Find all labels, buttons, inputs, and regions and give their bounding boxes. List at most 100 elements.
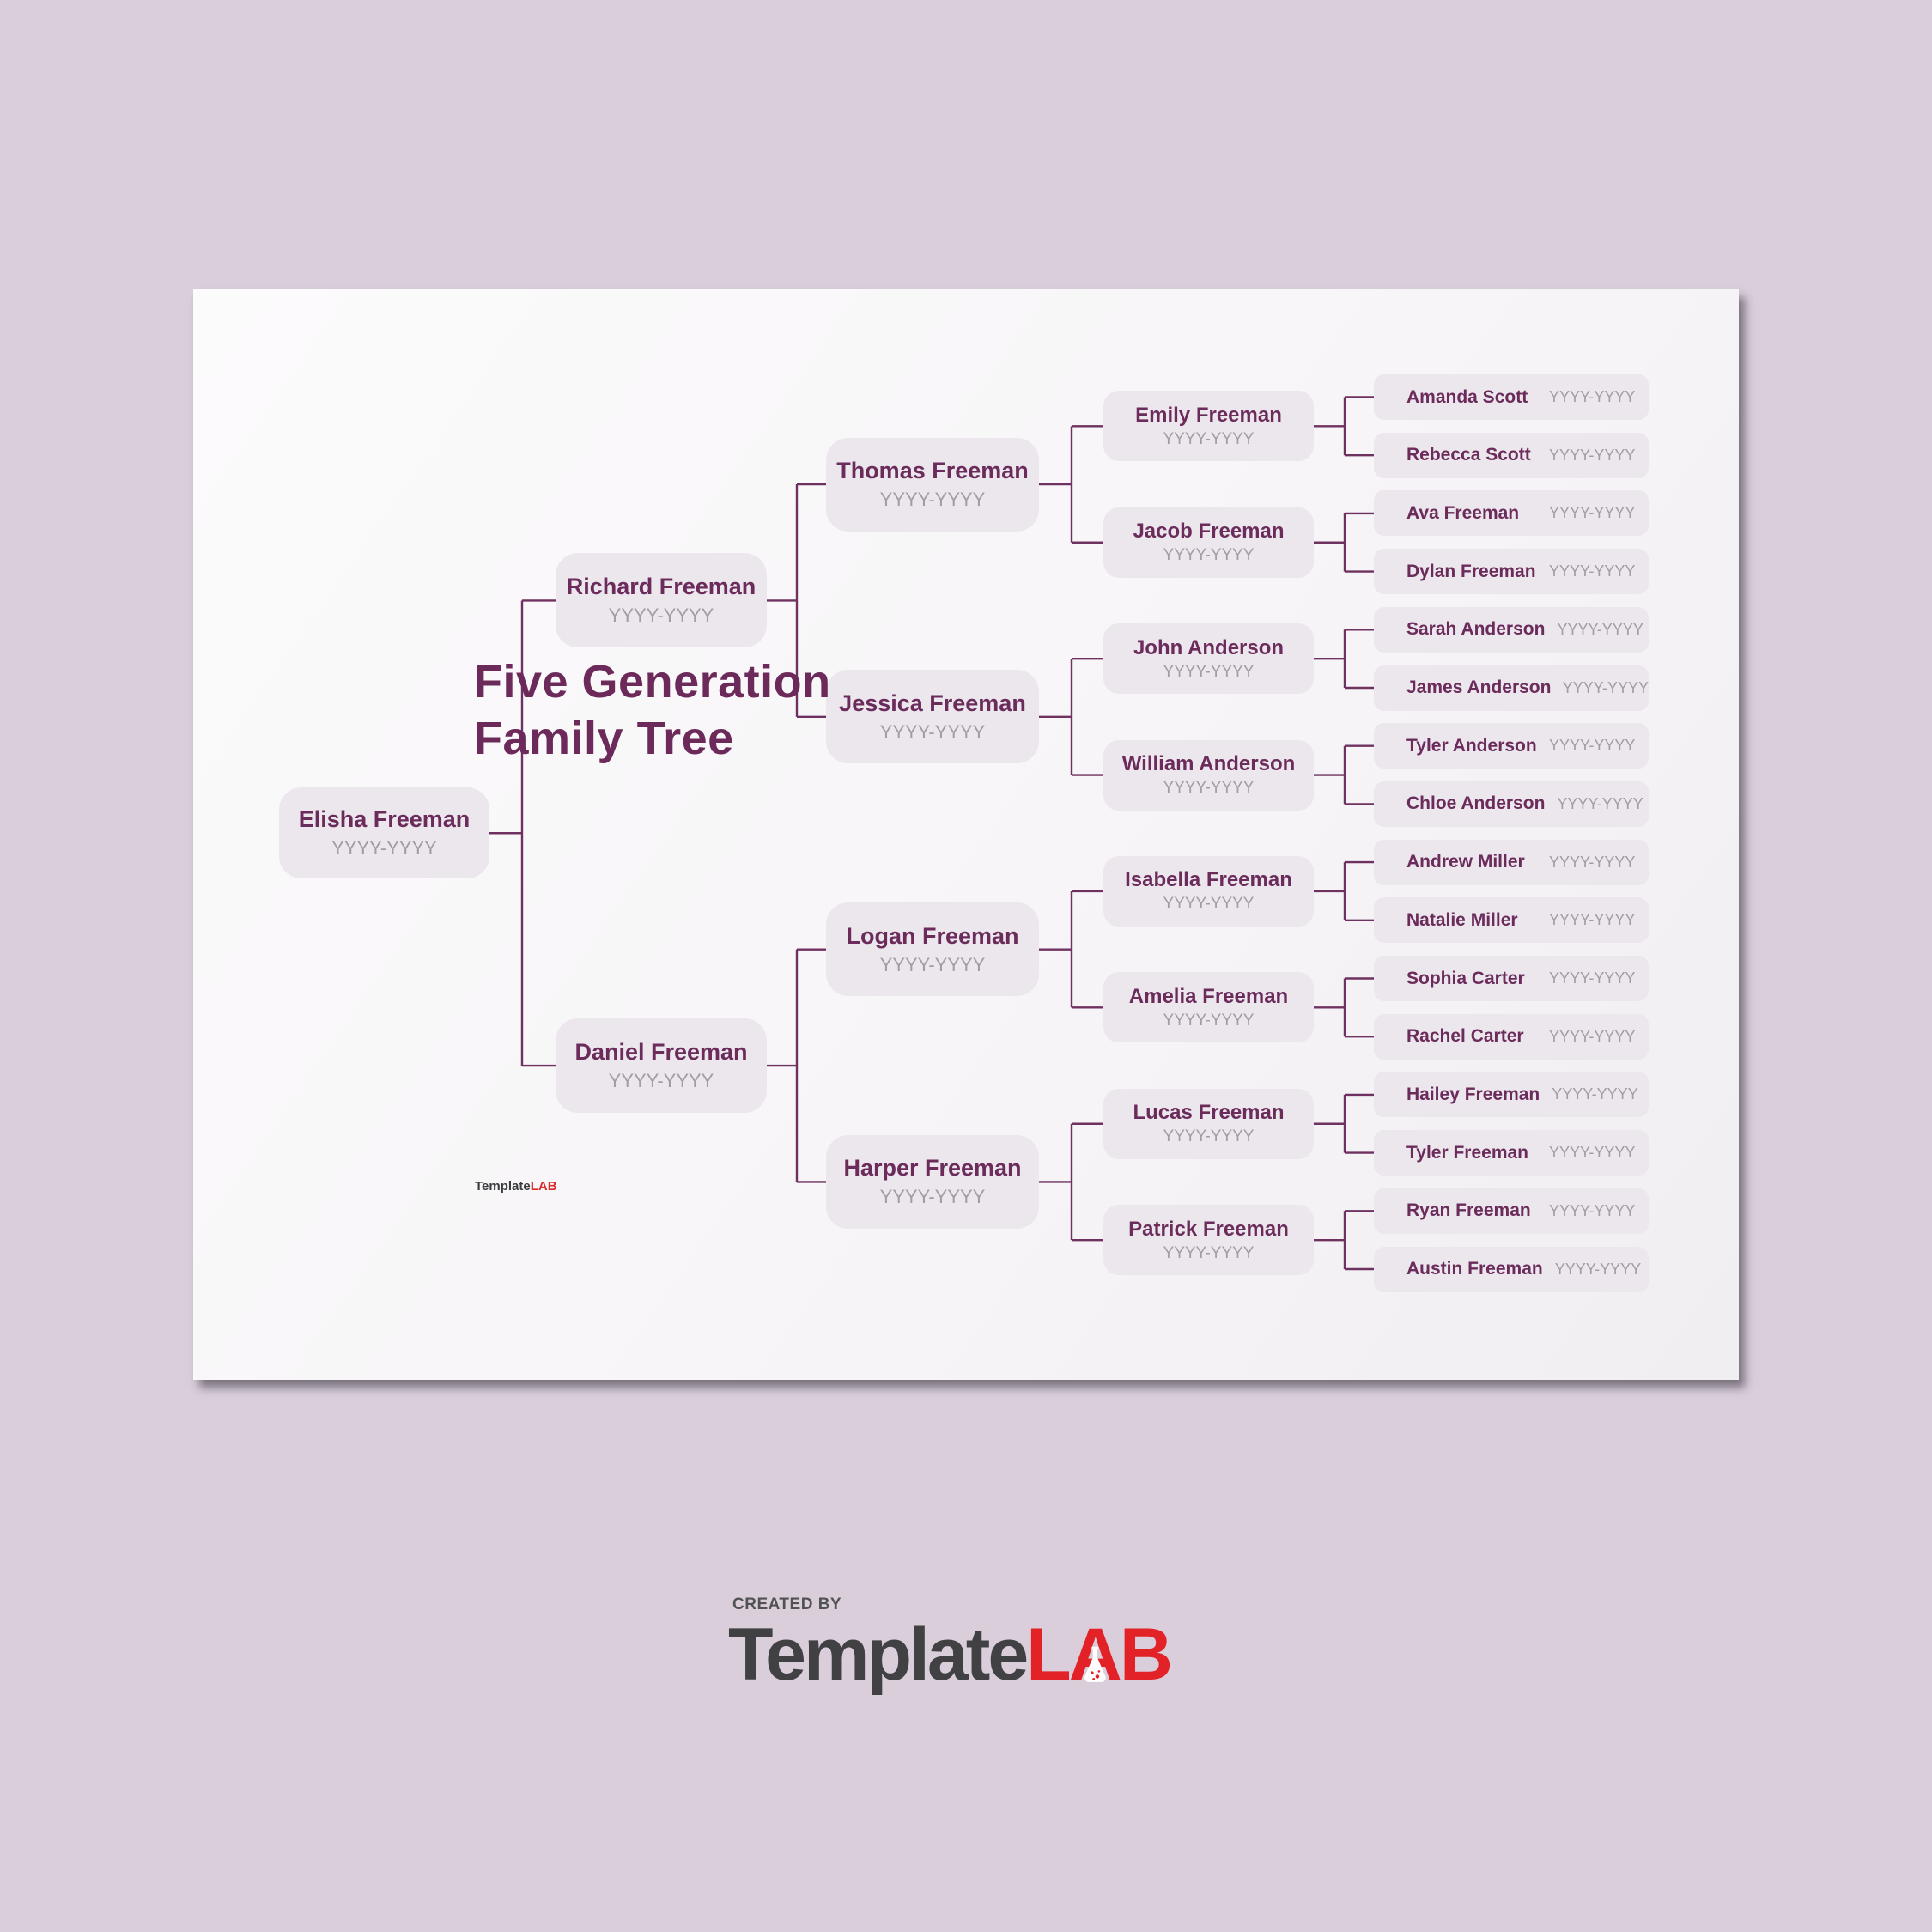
page-title-line2: Family Tree [474,713,734,764]
person-name: Sophia Carter [1406,968,1525,988]
person-node-gen5-9: Natalie Miller YYYY-YYYY [1374,897,1649,944]
person-dates: YYYY-YYYY [1163,1127,1255,1146]
person-dates: YYYY-YYYY [1549,1027,1636,1045]
person-dates: YYYY-YYYY [1549,388,1636,405]
person-name: Hailey Freeman [1406,1084,1540,1104]
person-name: Amelia Freeman [1128,984,1289,1008]
person-node-gen1-0: Elisha Freeman YYYY-YYYY [279,787,489,879]
person-name: Amanda Scott [1406,386,1528,407]
person-dates: YYYY-YYYY [1549,504,1636,522]
person-dates: YYYY-YYYY [1163,429,1255,448]
person-name: John Anderson [1133,635,1285,659]
footer-logo: CREATED BY TemplateLAB [728,1595,1173,1696]
person-name: Thomas Freeman [836,458,1029,484]
person-node-gen5-2: Ava Freeman YYYY-YYYY [1374,490,1649,537]
person-name: Elisha Freeman [298,806,471,833]
person-name: Dylan Freeman [1406,561,1536,581]
person-node-gen4-5: Amelia Freeman YYYY-YYYY [1103,972,1314,1043]
person-node-gen4-7: Patrick Freeman YYYY-YYYY [1103,1205,1314,1276]
person-dates: YYYY-YYYY [1163,662,1255,681]
person-name: Daniel Freeman [574,1039,748,1066]
brand-letter-b: B [1119,1613,1173,1696]
person-name: Richard Freeman [566,574,756,600]
person-node-gen2-1: Daniel Freeman YYYY-YYYY [556,1018,767,1114]
person-name: William Anderson [1121,752,1296,776]
person-node-gen5-3: Dylan Freeman YYYY-YYYY [1374,549,1649,595]
person-name: Jessica Freeman [839,690,1026,716]
person-dates: YYYY-YYYY [1163,1243,1255,1262]
created-by-label: CREATED BY [732,1595,842,1613]
person-name: Andrew Miller [1406,852,1525,872]
person-dates: YYYY-YYYY [1163,546,1255,565]
person-node-gen5-6: Tyler Anderson YYYY-YYYY [1374,723,1649,769]
person-dates: YYYY-YYYY [608,1070,714,1092]
person-dates: YYYY-YYYY [1549,1144,1636,1162]
person-node-gen5-14: Ryan Freeman YYYY-YYYY [1374,1188,1649,1234]
person-node-gen5-15: Austin Freeman YYYY-YYYY [1374,1246,1649,1292]
person-node-gen4-0: Emily Freeman YYYY-YYYY [1103,391,1314,462]
person-name: Chloe Anderson [1406,793,1546,814]
person-dates: YYYY-YYYY [1549,853,1636,871]
person-dates: YYYY-YYYY [879,489,986,511]
watermark-template-text: Template [475,1179,531,1194]
person-node-gen5-4: Sarah Anderson YYYY-YYYY [1374,606,1649,653]
person-name: Rebecca Scott [1406,445,1531,465]
person-dates: YYYY-YYYY [1549,446,1636,464]
person-name: Logan Freeman [846,922,1019,949]
person-node-gen4-3: William Anderson YYYY-YYYY [1103,739,1314,811]
templatelab-wordmark: TemplateLAB [728,1613,1173,1696]
person-node-gen4-6: Lucas Freeman YYYY-YYYY [1103,1088,1314,1159]
person-dates: YYYY-YYYY [1552,1085,1638,1103]
person-dates: YYYY-YYYY [1549,1201,1636,1219]
brand-lab-text: LAB [1026,1613,1173,1696]
person-dates: YYYY-YYYY [1554,1260,1642,1278]
person-node-gen5-12: Hailey Freeman YYYY-YYYY [1374,1072,1649,1118]
person-dates: YYYY-YYYY [1562,678,1649,696]
person-node-gen5-1: Rebecca Scott YYYY-YYYY [1374,432,1649,478]
brand-letter-a: A [1069,1614,1122,1695]
person-name: Jacob Freeman [1133,519,1285,544]
person-node-gen3-1: Jessica Freeman YYYY-YYYY [826,670,1039,764]
person-dates: YYYY-YYYY [1163,895,1255,914]
person-dates: YYYY-YYYY [1549,562,1636,580]
person-dates: YYYY-YYYY [1163,1011,1255,1030]
person-dates: YYYY-YYYY [1557,794,1643,812]
person-name: Sarah Anderson [1406,619,1546,640]
flask-icon [1084,1646,1106,1682]
person-node-gen2-0: Richard Freeman YYYY-YYYY [556,553,767,648]
page-title-line1: Five Generation [474,656,831,708]
watermark-logo: TemplateLAB [475,1179,557,1194]
person-name: Tyler Anderson [1406,735,1537,756]
person-dates: YYYY-YYYY [1549,737,1636,755]
person-node-gen3-3: Harper Freeman YYYY-YYYY [826,1134,1039,1229]
person-name: Emily Freeman [1135,403,1282,427]
person-node-gen5-7: Chloe Anderson YYYY-YYYY [1374,781,1649,827]
page-title: Five Generation Family Tree [474,653,831,767]
person-name: Isabella Freeman [1125,868,1292,892]
brand-template-text: Template [728,1613,1029,1696]
person-name: Rachel Carter [1406,1026,1524,1047]
person-name: Austin Freeman [1406,1259,1543,1279]
person-name: Natalie Miller [1406,909,1518,930]
person-dates: YYYY-YYYY [608,605,714,627]
person-dates: YYYY-YYYY [331,837,437,860]
person-node-gen5-8: Andrew Miller YYYY-YYYY [1374,839,1649,885]
person-node-gen4-2: John Anderson YYYY-YYYY [1103,623,1314,695]
person-name: Ava Freeman [1406,502,1520,523]
person-node-gen5-13: Tyler Freeman YYYY-YYYY [1374,1130,1649,1176]
person-name: James Anderson [1406,677,1552,697]
person-node-gen4-1: Jacob Freeman YYYY-YYYY [1103,507,1314,578]
person-node-gen5-5: James Anderson YYYY-YYYY [1374,665,1649,711]
person-node-gen5-10: Sophia Carter YYYY-YYYY [1374,956,1649,1001]
person-dates: YYYY-YYYY [1557,620,1643,638]
watermark-lab-text: LAB [530,1179,557,1194]
person-node-gen5-0: Amanda Scott YYYY-YYYY [1374,374,1649,420]
person-dates: YYYY-YYYY [879,953,986,975]
person-dates: YYYY-YYYY [879,1186,986,1208]
person-name: Lucas Freeman [1133,1101,1285,1125]
person-name: Tyler Freeman [1406,1142,1529,1163]
person-node-gen3-2: Logan Freeman YYYY-YYYY [826,902,1039,997]
person-node-gen3-0: Thomas Freeman YYYY-YYYY [826,437,1039,532]
brand-letter-l: L [1026,1613,1072,1696]
